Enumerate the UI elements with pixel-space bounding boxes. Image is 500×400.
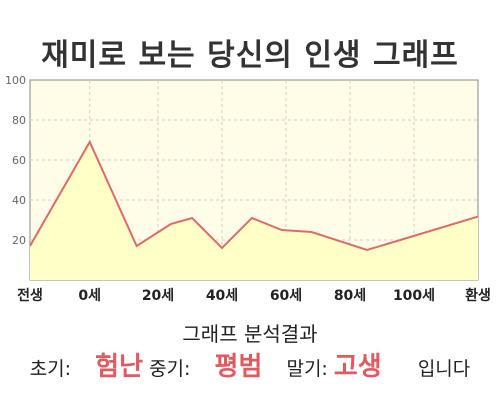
x-tick-label: 60세: [270, 288, 302, 304]
chart-title: 재미로 보는 당신의 인생 그래프: [41, 38, 459, 73]
y-tick-label: 100: [5, 74, 26, 87]
area-fill-path: [30, 142, 478, 280]
y-tick-label: 80: [12, 114, 26, 127]
late-label: 말기:: [286, 358, 328, 380]
series-line: [29, 139, 479, 252]
x-tick-label: 100세: [393, 288, 435, 304]
y-tick-label: 20: [12, 234, 26, 247]
mid-value: 평범: [214, 352, 263, 382]
x-tick-label: 0세: [78, 288, 101, 304]
x-tick-label: 환생: [465, 287, 491, 304]
y-tick-label: 60: [12, 154, 26, 167]
result-suffix: 입니다: [417, 358, 471, 380]
analysis-title: 그래프 분석결과: [182, 322, 318, 346]
mid-label: 중기:: [149, 358, 191, 380]
x-tick-label: 80세: [334, 288, 366, 304]
y-tick-label: 40: [12, 194, 26, 207]
x-tick-label: 20세: [142, 288, 174, 304]
late-value: 고생: [333, 352, 382, 382]
life-line: [29, 139, 479, 252]
x-axis-ticks: 전생 0세 20세 40세 60세 80세 100세 환생: [17, 287, 491, 304]
area-fill: [30, 142, 478, 280]
early-label: 초기:: [29, 358, 72, 380]
x-tick-label: 전생: [17, 287, 43, 304]
x-tick-label: 40세: [206, 288, 238, 304]
analysis-result: 초기: 험난 중기: 평범 말기: 고생 입니다: [0, 346, 500, 383]
y-axis-ticks: 20 40 60 80 100: [5, 74, 26, 247]
early-value: 험난: [95, 352, 144, 382]
